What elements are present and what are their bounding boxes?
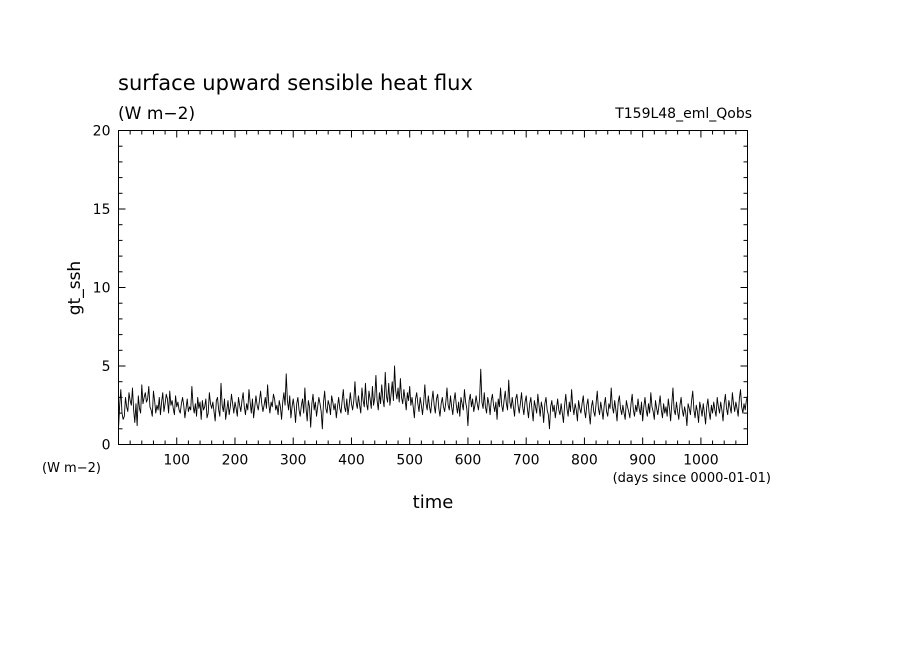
x-tick-label: 200 bbox=[222, 453, 249, 469]
series-line bbox=[118, 365, 748, 430]
chart-title: surface upward sensible heat flux bbox=[118, 71, 473, 95]
x-tick-label: 1000 bbox=[683, 453, 719, 469]
chart-subtitle: (W m−2) bbox=[118, 104, 195, 124]
y-tick-label: 0 bbox=[102, 438, 111, 454]
x-axis-units: (days since 0000-01-01) bbox=[613, 471, 771, 486]
x-tick-label: 800 bbox=[571, 453, 598, 469]
y-tick-label: 5 bbox=[102, 359, 111, 375]
axis-ticks bbox=[118, 130, 748, 445]
x-tick-label: 900 bbox=[629, 453, 656, 469]
x-tick-label: 300 bbox=[280, 453, 307, 469]
x-axis-label: time bbox=[413, 492, 454, 513]
x-tick-label: 600 bbox=[455, 453, 482, 469]
x-tick-label: 400 bbox=[338, 453, 365, 469]
y-axis-units: (W m−2) bbox=[42, 461, 101, 476]
y-tick-label: 15 bbox=[93, 202, 111, 218]
plot-frame bbox=[118, 130, 748, 445]
run-label: T159L48_eml_Qobs bbox=[614, 106, 752, 122]
y-tick-labels: 0 5 10 15 20 bbox=[93, 124, 111, 454]
y-tick-label: 20 bbox=[93, 124, 111, 140]
x-tick-label: 700 bbox=[513, 453, 540, 469]
y-tick-label: 10 bbox=[93, 281, 111, 297]
y-axis-label: gt_ssh bbox=[65, 261, 85, 315]
x-tick-label: 100 bbox=[163, 453, 190, 469]
x-tick-label: 500 bbox=[396, 453, 423, 469]
x-tick-labels: 100 200 300 400 500 600 700 800 900 1000 bbox=[163, 453, 718, 469]
